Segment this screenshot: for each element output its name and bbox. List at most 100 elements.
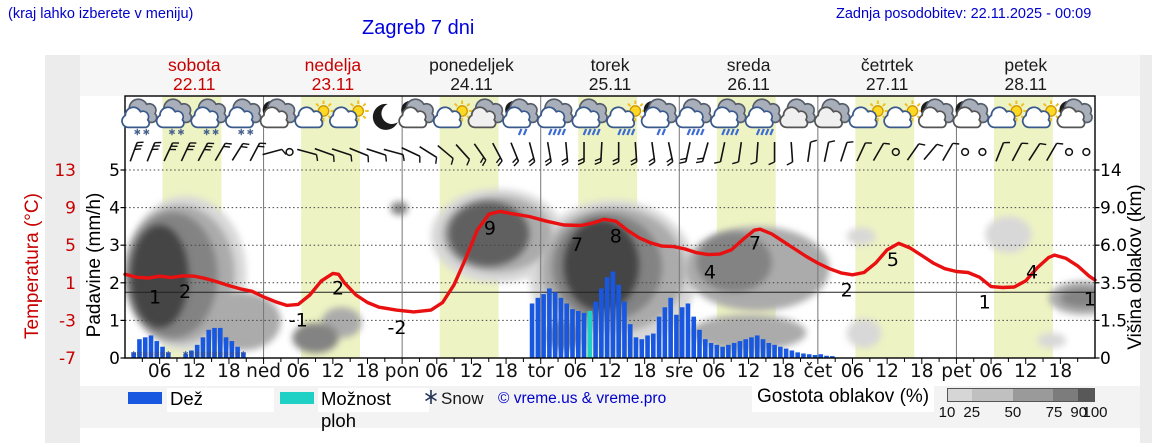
day-header-nedelja: nedelja 23.11 [264,56,403,94]
temperature-value-label: 4 [1026,261,1038,283]
rain-bar [558,297,564,358]
wind-barb-icon [823,140,836,162]
cloud-shape [259,106,289,129]
rain-bar [651,333,656,358]
temperature-value-label: 1 [149,286,161,308]
temperature-value-label: 1 [979,292,991,314]
precip-tick-label: 3 [109,236,120,256]
wind-barb-icon [612,142,620,166]
temperature-value-label: 2 [332,277,344,299]
temperature-value-label: 2 [179,281,191,303]
cloud-density-legend-label: Gostota oblakov (%) [752,386,935,412]
cloud-blob [985,216,1032,253]
cloud-blob [390,201,408,216]
cloud-shape [987,106,1017,129]
rain-bar [766,342,772,358]
wind-barb-icon [129,141,144,162]
temperature-tick-label: 5 [65,236,76,256]
weather-icon-moon [372,103,398,130]
rain-mark [734,128,740,136]
day-header-petek: petek 28.11 [956,56,1095,94]
wind-barb-icon [732,141,743,165]
snow-marker-icon [425,390,437,404]
rain-bar [541,294,546,358]
wind-barb-icon [437,144,454,165]
weather-icon-moon-cloud [952,98,989,129]
weather-icon-sun-rain [606,100,646,136]
wind-barb-icon [214,142,232,162]
cloud-blob [696,232,772,293]
rain-legend-label: Dež [167,388,274,412]
snow-star [212,129,219,135]
cloud-scale-segment [1012,389,1054,401]
weather-icon-moon-rain [502,98,539,136]
rain-bar [737,341,743,358]
cloud-shape [779,106,809,129]
precip-axis-label: Padavine (mm/h) [84,192,105,338]
rain-mark [661,128,666,136]
snow-precip-bar [154,341,160,358]
cloud-shape [294,106,324,129]
wind-barb-icon [528,142,536,167]
cloud-shape [536,106,566,129]
snow-star [131,352,137,356]
day-name: sreda [726,55,771,75]
snow-star [165,352,171,356]
wind-calm-icon [960,147,970,157]
rain-bar [599,288,604,358]
shower-bar [587,311,593,358]
cloud-height-tick-label: 0 [1100,349,1111,369]
wind-barb-icon [1046,142,1064,162]
snow-star [247,129,254,135]
wind-calm-icon [891,147,900,157]
day-date: 23.11 [311,74,355,94]
rain-bar [818,354,824,358]
rain-mark [730,128,735,136]
cloud-blob [292,322,339,353]
day-header-četrtek: četrtek 27.11 [818,56,957,94]
rain-bar [714,344,720,358]
precip-tick-label: 5 [109,161,120,181]
wind-barb-icon [750,141,759,165]
last-update: Zadnja posodobitev: 22.11.2025 - 00:09 [836,6,1092,22]
cloud-shape [710,106,739,129]
rain-mark [587,128,592,136]
rain-bar [749,337,754,358]
rain-bar [743,339,748,358]
rain-mark [582,128,588,136]
day-date: 28.11 [1004,74,1048,94]
x-hour-label: 12 [1014,361,1038,382]
rain-bar [645,335,650,358]
snow-precip-bar [148,335,154,358]
wind-barb-icon [473,143,487,167]
rain-bar [633,337,639,358]
wind-barb-icon [401,147,421,163]
x-day-abbr-label: čet [803,361,832,382]
weather-icon-sun-cloud [987,100,1027,129]
weather-icon-snow-cloud [121,98,158,136]
cloud-height-tick-label: 6.0 [1100,236,1127,256]
wind-barb-icon [163,142,180,162]
rain-mark [764,128,770,136]
weather-icon-moon-cloud [917,98,955,129]
rain-bar [593,301,598,358]
snow-star [143,129,150,135]
wind-barb-icon [1028,142,1047,161]
wind-barb-icon [1011,142,1029,162]
rain-bar [783,348,789,358]
x-day-abbr-label: ned [246,361,281,382]
x-hour-label: 12 [183,361,207,382]
temperature-value-label: -2 [387,317,406,339]
wind-barb-icon [366,148,388,162]
cloud-shape [121,106,151,129]
day-header-sobota: sobota 22.11 [125,56,264,94]
precip-tick-label: 2 [109,274,120,294]
snow-star [229,352,235,356]
weather-icon-rain-cloud [571,98,608,136]
snow-star [142,352,148,356]
weather-icon-rain-cloud [744,98,782,136]
menu-note: (kraj lahko izberete v meniju) [8,6,194,22]
wind-barb-icon [510,142,520,167]
wind-barb-icon [872,142,891,162]
